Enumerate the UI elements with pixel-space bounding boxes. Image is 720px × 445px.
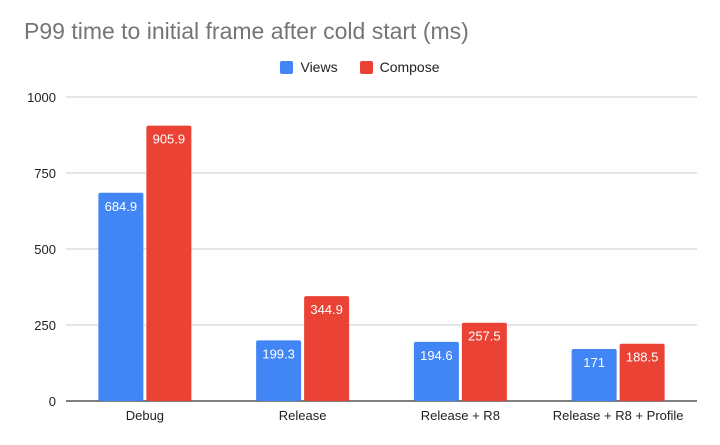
bar-compose	[146, 125, 192, 402]
bar-compose	[461, 322, 507, 401]
data-label: 684.9	[105, 199, 138, 214]
data-label: 194.6	[420, 348, 453, 363]
y-tick-label: 0	[49, 394, 56, 409]
legend-swatch-views	[280, 60, 294, 74]
legend-item-compose: Compose	[359, 59, 440, 75]
legend-swatch-compose	[359, 60, 373, 74]
y-tick-label: 1000	[27, 90, 56, 105]
x-tick-label: Release + R8	[421, 408, 500, 423]
y-tick-label: 750	[34, 166, 56, 181]
data-label: 905.9	[153, 132, 186, 147]
chart-title: P99 time to initial frame after cold sta…	[24, 18, 469, 44]
legend-label-compose: Compose	[379, 59, 440, 75]
bar-compose	[304, 296, 350, 401]
data-label: 257.5	[468, 329, 501, 344]
bar-views	[413, 341, 459, 401]
bar-views	[571, 349, 617, 401]
bar-compose	[619, 343, 665, 401]
y-tick-label: 250	[34, 318, 56, 333]
x-tick-label: Release + R8 + Profile	[553, 408, 684, 423]
x-tick-label: Release	[279, 408, 327, 423]
bar-views	[98, 192, 144, 401]
data-label: 199.3	[262, 346, 295, 361]
data-label: 171	[583, 355, 605, 370]
chart-legend: Views Compose	[0, 59, 720, 75]
data-label: 344.9	[310, 302, 343, 317]
legend-label-views: Views	[300, 59, 338, 75]
data-label: 188.5	[626, 350, 659, 365]
x-tick-label: Debug	[126, 408, 164, 423]
legend-item-views: Views	[280, 59, 338, 75]
y-tick-label: 500	[34, 242, 56, 257]
bar-views	[256, 340, 302, 401]
